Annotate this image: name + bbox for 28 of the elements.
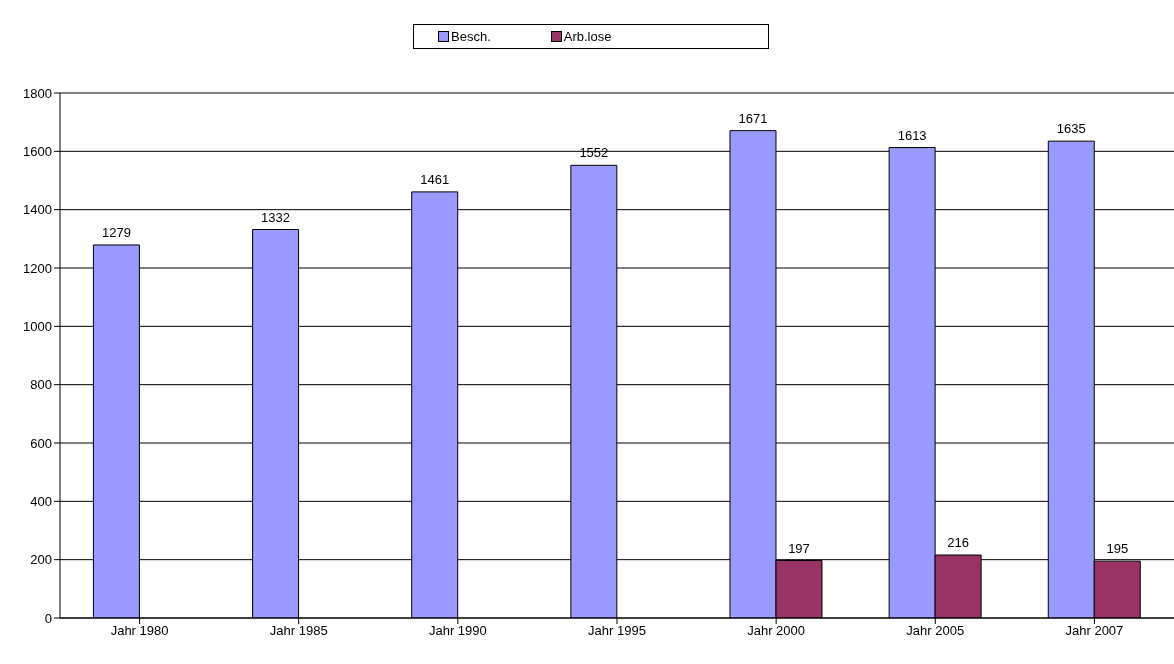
- x-tick-label: Jahr 1990: [428, 623, 487, 639]
- legend-label: Besch.: [450, 29, 491, 44]
- y-tick-label: 1600: [23, 143, 52, 159]
- legend-label: Arb.lose: [562, 29, 612, 44]
- x-tick-label: Jahr 1980: [110, 623, 169, 639]
- data-label: 1613: [897, 127, 927, 143]
- x-tick-label: Jahr 1995: [588, 623, 646, 639]
- data-label: 1279: [101, 224, 131, 240]
- y-tick-label: 0: [44, 610, 52, 626]
- data-label: 1671: [738, 110, 768, 126]
- y-tick-label: 1400: [23, 202, 52, 218]
- y-tick-label: 1800: [23, 85, 52, 101]
- x-tick-label: Jahr 2007: [1065, 623, 1124, 639]
- data-label: 1635: [1056, 121, 1086, 137]
- y-tick-label: 1000: [23, 318, 52, 334]
- y-tick-label: 800: [30, 377, 52, 393]
- data-label: 197: [788, 540, 810, 556]
- data-label: 216: [947, 535, 969, 550]
- y-tick-label: 400: [30, 493, 52, 509]
- y-tick-label: 200: [30, 552, 52, 568]
- x-tick-label: Jahr 2000: [747, 623, 806, 639]
- data-label: 1332: [261, 209, 291, 225]
- x-tick-label: Jahr 1985: [269, 623, 328, 639]
- y-tick-label: 600: [30, 435, 52, 451]
- data-label: 1461: [420, 171, 450, 187]
- y-tick-label: 1200: [23, 260, 52, 276]
- x-tick-label: Jahr 2005: [906, 623, 965, 639]
- data-label: 195: [1106, 541, 1129, 557]
